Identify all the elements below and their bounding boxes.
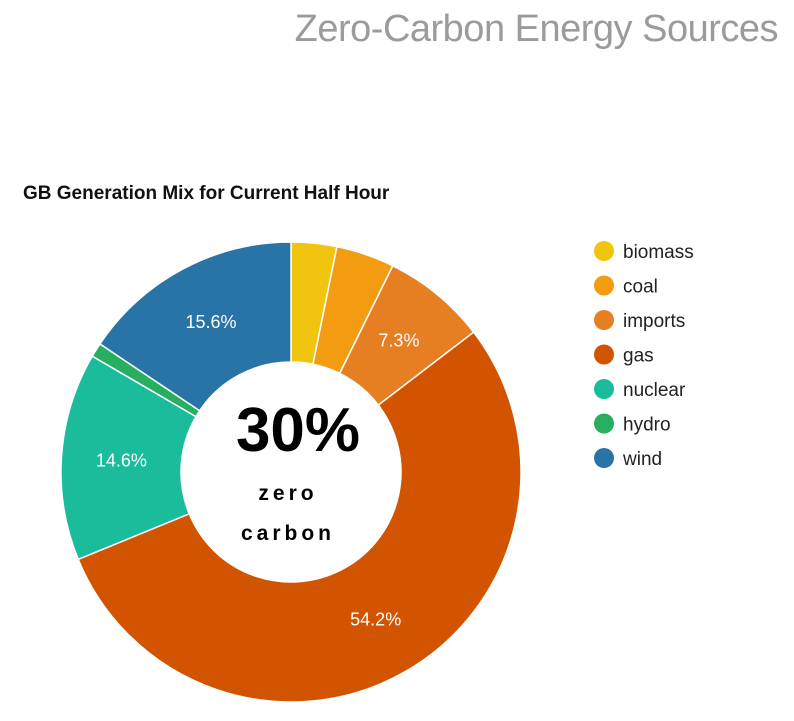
data-label-wind: 15.6% xyxy=(185,312,236,332)
center-label-line1: zero xyxy=(258,482,317,505)
chart-data-labels: 7.3% 54.2% 14.6% 15.6% xyxy=(96,312,420,629)
legend-swatch-nuclear xyxy=(594,379,614,399)
legend-label-imports: imports xyxy=(623,311,685,332)
data-label-imports: 7.3% xyxy=(378,331,419,351)
data-label-nuclear: 14.6% xyxy=(96,450,147,470)
legend-swatch-coal xyxy=(594,275,614,296)
chart-center: 30% zero carbon xyxy=(236,396,360,545)
legend-label-biomass: biomass xyxy=(623,242,694,263)
legend-swatch-imports xyxy=(594,310,614,330)
slice-gas xyxy=(77,331,522,703)
legend-swatch-gas xyxy=(594,344,614,365)
legend-label-coal: coal xyxy=(623,277,658,298)
chart-legend: biomass coal imports gas nuclear hydro wind xyxy=(594,241,694,470)
legend-swatch-hydro xyxy=(594,413,614,434)
slice-wind xyxy=(98,241,292,412)
center-label-line2: carbon xyxy=(241,522,335,545)
center-percent: 30% xyxy=(236,396,360,465)
legend-swatch-wind xyxy=(594,448,614,468)
page-title: Zero-Carbon Energy Sources xyxy=(294,8,779,50)
chart-title: GB Generation Mix for Current Half Hour xyxy=(23,183,390,204)
chart-slices xyxy=(60,241,522,703)
slice-nuclear xyxy=(60,355,197,561)
data-label-gas: 54.2% xyxy=(350,609,401,629)
legend-label-gas: gas xyxy=(623,346,654,367)
legend-label-wind: wind xyxy=(622,449,662,470)
legend-label-hydro: hydro xyxy=(623,415,671,436)
legend-swatch-biomass xyxy=(594,241,614,261)
legend-label-nuclear: nuclear xyxy=(623,380,686,401)
